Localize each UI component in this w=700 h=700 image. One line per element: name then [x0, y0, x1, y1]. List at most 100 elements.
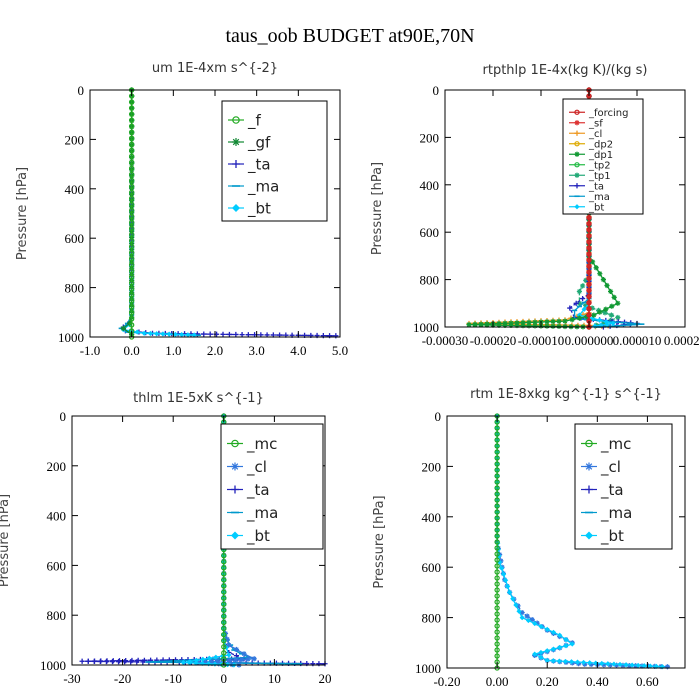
data-point: [563, 643, 569, 649]
x-tick-label: -1.0: [80, 343, 101, 358]
data-point: [615, 314, 621, 321]
subplot-title: rtpthlp 1E-4x(kg K)/(kg s): [483, 63, 648, 78]
data-point: [635, 662, 641, 669]
data-point: [600, 320, 606, 327]
data-point: [494, 611, 500, 617]
data-point: [109, 658, 116, 665]
data-point: [556, 318, 562, 324]
legend-marker: [585, 531, 593, 540]
y-tick-label: 400: [47, 509, 67, 524]
data-point: [603, 306, 609, 312]
y-tick-label: 800: [47, 608, 67, 623]
legend-marker: [231, 439, 239, 448]
data-point: [191, 332, 197, 338]
data-point: [580, 295, 586, 302]
y-tick-label: 600: [422, 560, 442, 575]
data-point: [494, 629, 500, 635]
legend-marker: [231, 531, 239, 540]
data-point: [128, 153, 135, 159]
y-axis-label: Pressure [hPa]: [370, 162, 385, 255]
data-point: [221, 583, 227, 589]
data-point: [226, 331, 233, 338]
legend-label: _ta: [247, 155, 271, 174]
data-point: [494, 653, 500, 659]
data-point: [494, 593, 500, 599]
x-tick-label: -20: [114, 671, 131, 686]
data-point: [180, 659, 186, 666]
y-tick-label: 800: [420, 273, 440, 288]
y-tick-label: 800: [422, 611, 442, 626]
legend-label: _bt: [600, 527, 624, 546]
data-point: [586, 275, 592, 282]
x-tick-label: 2.0: [207, 343, 223, 358]
data-point: [221, 577, 227, 583]
data-point: [586, 257, 592, 263]
data-point: [494, 437, 500, 443]
data-point: [245, 332, 251, 338]
data-point: [494, 623, 500, 629]
data-point: [154, 331, 160, 337]
data-point: [629, 662, 635, 668]
data-point: [587, 660, 593, 666]
data-point: [128, 268, 135, 274]
data-point: [494, 545, 500, 551]
subplot-4: rtm 1E-8xkg kg^{-1} s^{-1} Pressure [hPa]…: [372, 387, 686, 689]
data-point: [195, 659, 202, 666]
data-point: [514, 322, 520, 329]
data-point: [221, 601, 227, 607]
data-point: [128, 286, 135, 292]
data-point: [128, 147, 135, 153]
y-axis-label: Pressure [hPa]: [15, 167, 30, 260]
x-tick-label: 0.40: [586, 674, 609, 689]
data-point: [185, 332, 191, 338]
data-point: [494, 539, 500, 545]
data-point: [484, 322, 490, 328]
data-point: [499, 565, 505, 571]
data-point: [333, 333, 339, 339]
legend-label: _cl: [246, 458, 267, 477]
x-tick-label: 20: [319, 671, 332, 686]
data-point: [128, 304, 135, 310]
data-point: [172, 331, 179, 337]
data-point: [199, 660, 205, 667]
data-point: [532, 323, 538, 329]
data-point: [141, 330, 147, 336]
data-point: [556, 658, 562, 664]
data-point: [213, 654, 219, 660]
y-tick-label: 400: [65, 182, 85, 197]
data-point: [550, 646, 557, 652]
data-point: [544, 323, 550, 329]
y-tick-label: 0: [78, 83, 85, 98]
data-point: [562, 658, 569, 665]
legend-label: _bt: [246, 527, 270, 546]
data-point: [494, 587, 500, 593]
legend-marker: [574, 172, 580, 178]
x-tick-label: 0.000010: [613, 333, 662, 348]
data-point: [611, 661, 617, 667]
data-point: [626, 662, 632, 669]
data-point: [494, 503, 500, 509]
data-point: [596, 317, 603, 323]
legend-box: [221, 100, 328, 222]
data-point: [494, 557, 500, 563]
data-point: [604, 282, 610, 289]
y-tick-label: 1000: [58, 330, 84, 345]
data-point: [574, 659, 581, 665]
data-point: [526, 323, 532, 329]
legend-marker: [574, 162, 580, 168]
legend-label: _f: [247, 111, 262, 130]
data-point: [128, 177, 135, 184]
data-point: [514, 320, 520, 326]
data-point: [586, 269, 592, 275]
data-point: [610, 320, 616, 327]
data-point: [494, 497, 500, 503]
data-point: [659, 664, 666, 670]
data-point: [604, 321, 610, 327]
data-point: [562, 318, 568, 324]
legend-marker: [232, 138, 240, 146]
data-point: [128, 111, 135, 117]
data-point: [316, 661, 322, 667]
data-point: [128, 159, 135, 165]
data-point: [586, 245, 592, 251]
data-point: [466, 322, 472, 328]
